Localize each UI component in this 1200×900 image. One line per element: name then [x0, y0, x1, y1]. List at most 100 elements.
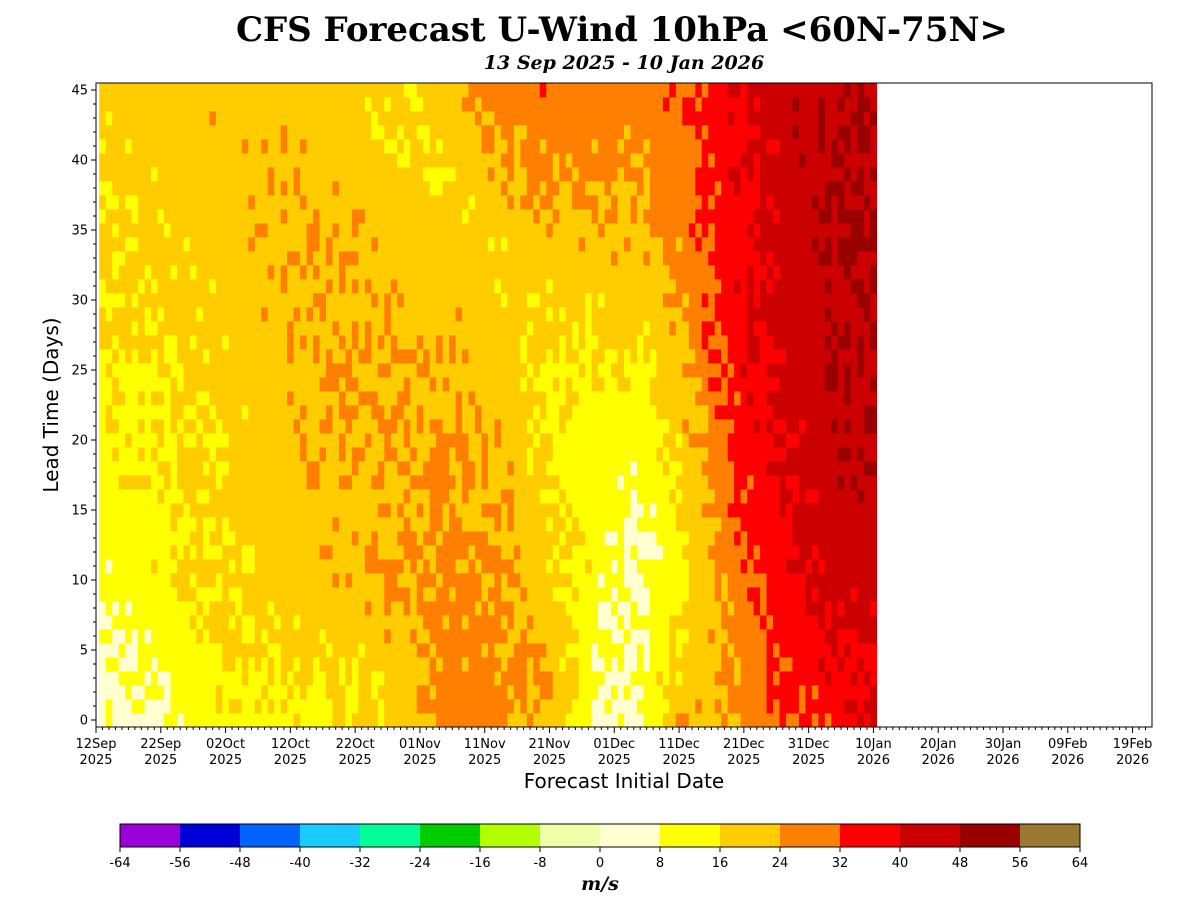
heatmap-cell	[248, 657, 256, 672]
heatmap-cell	[468, 545, 476, 560]
heatmap-cell	[313, 349, 320, 364]
heatmap-cell	[520, 209, 528, 224]
heatmap-cell	[325, 237, 333, 252]
heatmap-cell	[760, 559, 767, 574]
heatmap-cell	[125, 713, 133, 728]
heatmap-cell	[617, 405, 625, 420]
heatmap-cell	[675, 363, 683, 378]
heatmap-cell	[105, 83, 113, 98]
heatmap-cell	[131, 475, 139, 490]
heatmap-cell	[727, 405, 735, 420]
heatmap-cell	[429, 447, 437, 462]
heatmap-cell	[792, 237, 800, 252]
heatmap-cell	[604, 139, 612, 154]
heatmap-cell	[157, 307, 165, 322]
heatmap-cell	[209, 125, 217, 140]
heatmap-cell	[183, 223, 191, 238]
heatmap-cell	[358, 153, 366, 168]
heatmap-cell	[222, 615, 230, 630]
heatmap-cell	[293, 279, 301, 294]
heatmap-cell	[494, 671, 502, 686]
heatmap-cell	[215, 391, 223, 406]
heatmap-cell	[617, 461, 625, 476]
heatmap-cell	[410, 713, 418, 728]
heatmap-cell	[345, 699, 353, 714]
heatmap-cell	[578, 433, 586, 448]
heatmap-cell	[760, 531, 767, 546]
heatmap-cell	[332, 251, 340, 266]
heatmap-cell	[183, 83, 191, 98]
heatmap-cell	[325, 587, 333, 602]
heatmap-cell	[656, 321, 664, 336]
heatmap-cell	[539, 83, 547, 98]
heatmap-cell	[319, 643, 327, 658]
heatmap-cell	[598, 265, 605, 280]
heatmap-cell	[228, 307, 236, 322]
heatmap-cell	[611, 349, 618, 364]
heatmap-cell	[215, 335, 223, 350]
heatmap-cell	[507, 405, 515, 420]
heatmap-cell	[280, 363, 288, 378]
heatmap-cell	[591, 461, 599, 476]
heatmap-cell	[526, 125, 534, 140]
heatmap-cell	[436, 167, 443, 182]
heatmap-cell	[669, 391, 677, 406]
heatmap-cell	[384, 671, 392, 686]
heatmap-cell	[688, 573, 696, 588]
heatmap-cell	[293, 335, 301, 350]
heatmap-cell	[740, 125, 748, 140]
heatmap-cell	[533, 349, 541, 364]
heatmap-cell	[591, 391, 599, 406]
heatmap-cell	[403, 265, 411, 280]
heatmap-cell	[727, 363, 735, 378]
heatmap-cell	[332, 671, 340, 686]
heatmap-cell	[455, 461, 463, 476]
heatmap-cell	[332, 447, 340, 462]
heatmap-cell	[267, 153, 275, 168]
heatmap-cell	[747, 153, 754, 168]
heatmap-cell	[487, 139, 495, 154]
heatmap-cell	[300, 125, 307, 140]
heatmap-cell	[520, 237, 528, 252]
heatmap-cell	[585, 531, 593, 546]
heatmap-cell	[617, 657, 625, 672]
heatmap-cell	[494, 489, 502, 504]
heatmap-cell	[539, 587, 547, 602]
heatmap-cell	[358, 685, 366, 700]
heatmap-cell	[319, 279, 327, 294]
heatmap-cell	[377, 433, 385, 448]
heatmap-cell	[701, 461, 709, 476]
heatmap-cell	[539, 153, 547, 168]
heatmap-cell	[481, 97, 489, 112]
heatmap-cell	[462, 279, 469, 294]
heatmap-cell	[202, 377, 210, 392]
heatmap-cell	[714, 671, 722, 686]
heatmap-cell	[261, 601, 269, 616]
heatmap-cell	[572, 139, 580, 154]
heatmap-cell	[526, 181, 534, 196]
heatmap-cell	[209, 629, 217, 644]
heatmap-cell	[371, 545, 379, 560]
heatmap-cell	[604, 685, 612, 700]
heatmap-cell	[598, 573, 605, 588]
heatmap-cell	[345, 531, 353, 546]
heatmap-cell	[170, 363, 178, 378]
heatmap-cell	[183, 447, 191, 462]
heatmap-cell	[533, 615, 541, 630]
heatmap-cell	[274, 279, 282, 294]
heatmap-cell	[254, 503, 262, 518]
heatmap-cell	[371, 279, 379, 294]
heatmap-cell	[740, 335, 748, 350]
heatmap-cell	[364, 251, 372, 266]
heatmap-cell	[313, 643, 320, 658]
heatmap-cell	[611, 181, 618, 196]
heatmap-cell	[760, 237, 767, 252]
heatmap-cell	[358, 699, 366, 714]
heatmap-cell	[403, 335, 411, 350]
heatmap-cell	[598, 153, 605, 168]
heatmap-cell	[624, 713, 631, 728]
heatmap-cell	[196, 377, 204, 392]
heatmap-cell	[533, 447, 541, 462]
heatmap-cell	[390, 405, 398, 420]
heatmap-cell	[721, 545, 729, 560]
